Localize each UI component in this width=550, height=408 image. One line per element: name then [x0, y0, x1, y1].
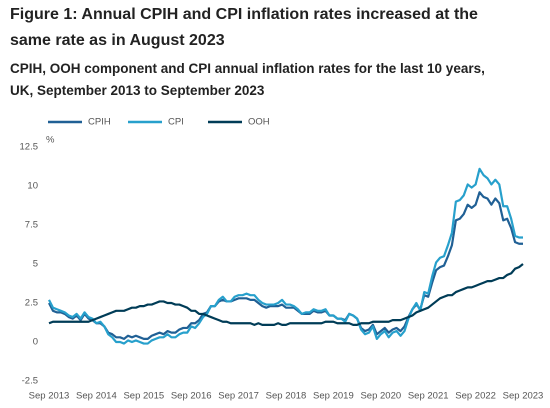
x-tick-label: Sep 2020 — [360, 391, 401, 402]
x-tick-label: Sep 2014 — [76, 391, 117, 402]
x-tick-label: Sep 2022 — [455, 391, 496, 402]
x-tick-label: Sep 2016 — [171, 391, 212, 402]
chart-title: Figure 1: Annual CPIH and CPI inflation … — [10, 6, 478, 49]
y-tick-label: 5 — [33, 259, 38, 270]
y-tick-label: -2.5 — [22, 376, 38, 387]
chart-subtitle: CPIH, OOH component and CPI annual infla… — [10, 61, 485, 98]
series-line — [48, 263, 524, 326]
x-tick-label: Sep 2018 — [266, 391, 307, 402]
series-line — [48, 191, 523, 340]
legend-label: CPIH — [88, 117, 111, 128]
y-axis-label: % — [46, 135, 55, 146]
x-tick-label: Sep 2017 — [218, 391, 259, 402]
legend-label: CPI — [168, 117, 184, 128]
x-tick-label: Sep 2019 — [313, 391, 354, 402]
y-tick-label: 12.5 — [20, 142, 39, 153]
x-tick-label: Sep 2023 — [503, 391, 544, 402]
y-tick-label: 0 — [33, 337, 38, 348]
legend-label: OOH — [248, 117, 270, 128]
x-tick-label: Sep 2013 — [29, 391, 70, 402]
y-tick-label: 7.5 — [25, 220, 38, 231]
y-tick-label: 2.5 — [25, 298, 38, 309]
y-tick-label: 10 — [27, 181, 38, 192]
x-tick-label: Sep 2015 — [123, 391, 164, 402]
series-line — [48, 167, 523, 345]
x-tick-label: Sep 2021 — [408, 391, 449, 402]
